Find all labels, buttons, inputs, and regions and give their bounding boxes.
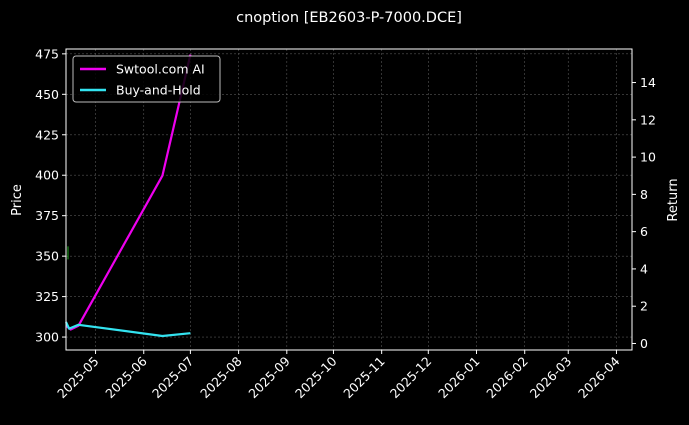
left-y-axis-label: Price: [10, 184, 25, 216]
left-y-tick-label: 350: [35, 249, 59, 264]
right-y-tick-label: 6: [640, 224, 648, 239]
right-y-tick-label: 10: [640, 150, 656, 165]
x-tick-label: 2025-06: [102, 353, 150, 401]
left-y-axis: 300 325 350 375 400 425 450 475: [35, 46, 66, 345]
x-tick-label: 2025-07: [149, 354, 197, 402]
x-tick-label: 2026-03: [527, 354, 575, 402]
left-y-tick-label: 450: [35, 87, 59, 102]
plot-area-frame: [65, 48, 633, 351]
x-tick-label: 2025-11: [340, 354, 388, 402]
right-y-tick-label: 12: [640, 112, 656, 127]
right-y-axis: 0 2 4 6 8 10 12 14: [632, 75, 656, 351]
chart-title: cnoption [EB2603-P-7000.DCE]: [236, 10, 462, 26]
right-y-tick-label: 4: [640, 261, 648, 276]
right-y-tick-label: 8: [640, 187, 648, 202]
left-y-tick-label: 300: [35, 330, 59, 345]
right-y-tick-label: 0: [640, 336, 648, 351]
legend-box: [72, 55, 221, 103]
right-y-axis-label: Return: [666, 178, 681, 221]
legend-label-swtool: Swtool.com AI: [116, 62, 205, 77]
x-tick-label: 2026-04: [575, 353, 623, 401]
legend: Swtool.com AI Buy-and-Hold: [72, 55, 221, 103]
left-y-tick-label: 375: [35, 208, 59, 223]
x-tick-label: 2026-01: [435, 354, 483, 402]
x-tick-label: 2025-08: [197, 353, 245, 401]
x-tick-label: 2025-12: [387, 354, 435, 402]
left-y-tick-label: 400: [35, 168, 59, 183]
left-y-tick-label: 325: [35, 289, 59, 304]
x-tick-label: 2025-10: [292, 353, 340, 401]
right-y-tick-label: 14: [640, 75, 656, 90]
x-tick-label: 2025-05: [54, 354, 102, 402]
x-tick-label: 2026-02: [483, 354, 531, 402]
legend-label-buy-and-hold: Buy-and-Hold: [116, 83, 201, 98]
series-line-buy-and-hold: [65, 321, 191, 338]
x-axis: 2025-05 2025-06 2025-07 2025-08 2025-09 2025-…: [54, 350, 623, 402]
left-y-tick-label: 475: [35, 46, 59, 61]
right-y-tick-label: 2: [640, 299, 648, 314]
left-y-tick-label: 425: [35, 127, 59, 142]
x-tick-label: 2025-09: [245, 353, 293, 401]
series-layer: [65, 54, 192, 338]
